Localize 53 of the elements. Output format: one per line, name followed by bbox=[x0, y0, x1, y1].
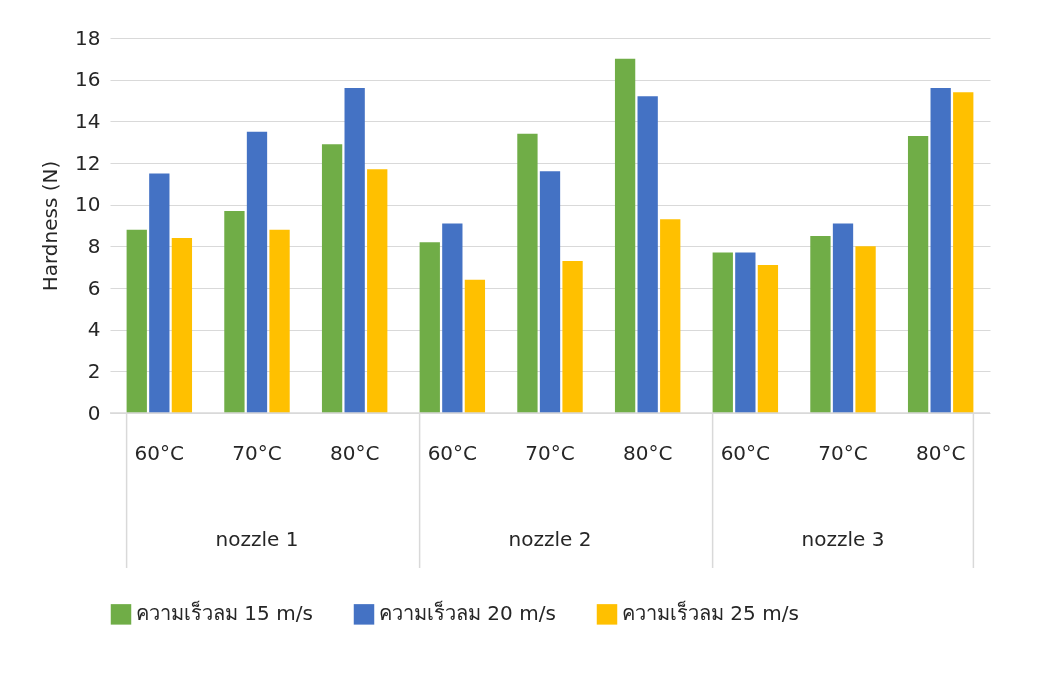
x-tick-label: 80°C bbox=[915, 440, 966, 465]
bar bbox=[637, 96, 658, 413]
bar bbox=[735, 252, 756, 413]
bar bbox=[171, 238, 193, 413]
bar bbox=[907, 135, 929, 413]
y-tick-label: 12 bbox=[75, 150, 101, 175]
bar bbox=[614, 58, 636, 413]
bar bbox=[930, 88, 951, 413]
y-tick-label: 10 bbox=[75, 192, 101, 217]
y-tick-label: 8 bbox=[87, 233, 101, 258]
bar bbox=[149, 173, 170, 413]
x-tick-label: 80°C bbox=[329, 440, 380, 465]
bar bbox=[367, 169, 388, 413]
bar bbox=[321, 144, 343, 413]
bar bbox=[539, 171, 561, 413]
y-tick-label: 16 bbox=[75, 67, 101, 92]
bar bbox=[953, 92, 974, 413]
bar bbox=[344, 88, 365, 413]
bar bbox=[832, 223, 854, 413]
bar bbox=[562, 260, 583, 413]
bar bbox=[660, 219, 681, 413]
x-tick-label: 70°C bbox=[232, 440, 282, 465]
y-axis-title: Hardness (N) bbox=[38, 160, 63, 292]
text: nozzle 1 bbox=[215, 527, 299, 551]
x-tick-label: 70°C bbox=[818, 440, 868, 465]
bar bbox=[419, 242, 440, 413]
x-tick-label: 60°C bbox=[134, 440, 185, 465]
bar bbox=[810, 235, 831, 413]
bar bbox=[126, 229, 147, 413]
legend-label: ความเร็วลม 25 m/s bbox=[622, 600, 799, 626]
text: nozzle 2 bbox=[508, 527, 592, 551]
y-tick-label: 18 bbox=[75, 25, 101, 50]
bar bbox=[224, 210, 245, 413]
bar bbox=[855, 246, 876, 413]
y-tick-label: 6 bbox=[87, 275, 101, 300]
y-tick-label: 2 bbox=[87, 358, 101, 383]
x-tick-label: 70°C bbox=[525, 440, 575, 465]
y-tick-label: 0 bbox=[87, 400, 101, 425]
text: nozzle 3 bbox=[801, 527, 885, 551]
legend-label: ความเร็วลม 20 m/s bbox=[379, 600, 556, 626]
bar bbox=[269, 229, 290, 413]
bar bbox=[757, 265, 779, 413]
x-tick-label: 60°C bbox=[427, 440, 478, 465]
x-tick-label: 60°C bbox=[720, 440, 771, 465]
bar bbox=[517, 133, 538, 413]
bar bbox=[712, 252, 733, 413]
y-tick-label: 14 bbox=[75, 108, 101, 133]
y-tick-label: 4 bbox=[87, 317, 101, 342]
bar bbox=[442, 223, 463, 413]
bar bbox=[464, 279, 486, 413]
legend-label: ความเร็วลม 15 m/s bbox=[136, 600, 313, 626]
bar bbox=[246, 131, 268, 413]
x-tick-label: 80°C bbox=[622, 440, 673, 465]
